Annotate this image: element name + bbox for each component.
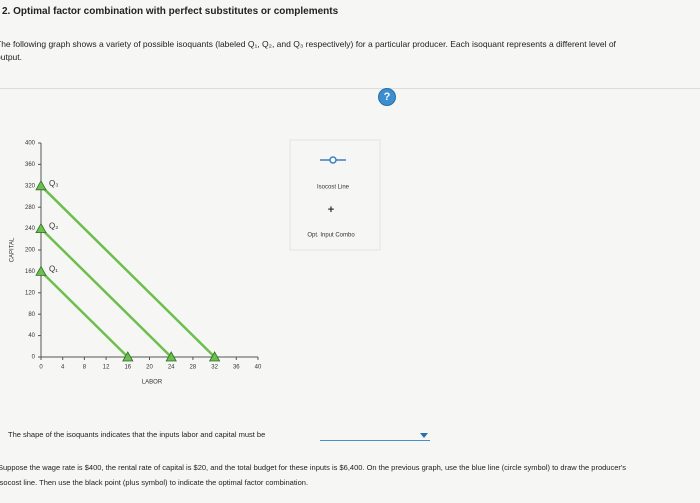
x-tick-label: 40 — [255, 365, 262, 371]
x-tick-label: 32 — [211, 365, 218, 371]
divider — [0, 88, 700, 89]
dropdown[interactable] — [320, 428, 430, 441]
help-button[interactable]: ? — [378, 88, 396, 106]
x-tick-label: 8 — [83, 365, 87, 371]
y-tick-label: 400 — [25, 141, 36, 147]
x-tick-label: 16 — [124, 365, 131, 371]
x-tick-label: 0 — [39, 365, 43, 371]
intro: The following graph shows a variety of p… — [0, 39, 616, 62]
x-tick-label: 20 — [146, 365, 153, 371]
isoquant-point — [122, 351, 134, 362]
isoquant-point — [35, 222, 47, 233]
y-tick-label: 0 — [32, 355, 36, 361]
tool-label: Isocost Line — [317, 185, 350, 191]
y-tick-label: 320 — [25, 183, 36, 189]
x-tick-label: 36 — [233, 365, 240, 371]
x-axis-label: LABOR — [142, 380, 163, 386]
series-label: Q₂ — [49, 222, 58, 231]
isocost-tool-icon[interactable] — [329, 156, 337, 164]
x-tick-label: 24 — [168, 365, 175, 371]
series-label: Q₃ — [49, 179, 58, 188]
y-tick-label: 280 — [25, 205, 36, 211]
y-tick-label: 200 — [25, 248, 36, 254]
x-tick-label: 12 — [103, 365, 110, 371]
isoquant-line — [40, 184, 216, 358]
question: The shape of the isoquants indicates tha… — [8, 430, 266, 439]
y-tick-label: 240 — [25, 226, 36, 232]
isoquant-point — [165, 351, 177, 362]
y-tick-label: 360 — [25, 162, 36, 168]
x-tick-label: 28 — [190, 365, 197, 371]
title: 2. Optimal factor combination with perfe… — [2, 6, 339, 17]
y-tick-label: 40 — [28, 333, 35, 339]
y-axis-label: CAPITAL — [10, 237, 16, 262]
x-tick-label: 4 — [61, 365, 65, 371]
isoquant-point — [35, 265, 47, 276]
tool-label: Opt. Input Combo — [307, 233, 355, 239]
y-tick-label: 120 — [25, 290, 36, 296]
instructions: Suppose the wage rate is $400, the renta… — [0, 463, 627, 487]
isoquant-point — [35, 179, 47, 191]
series-label: Q₁ — [49, 265, 58, 274]
isoquant-line — [40, 270, 129, 358]
y-tick-label: 160 — [25, 269, 36, 275]
y-tick-label: 80 — [28, 312, 35, 318]
tool-panel — [289, 139, 381, 251]
opt-tool-icon[interactable]: + — [328, 204, 334, 216]
isoquant-line — [40, 227, 173, 358]
isoquant-point — [208, 351, 221, 362]
